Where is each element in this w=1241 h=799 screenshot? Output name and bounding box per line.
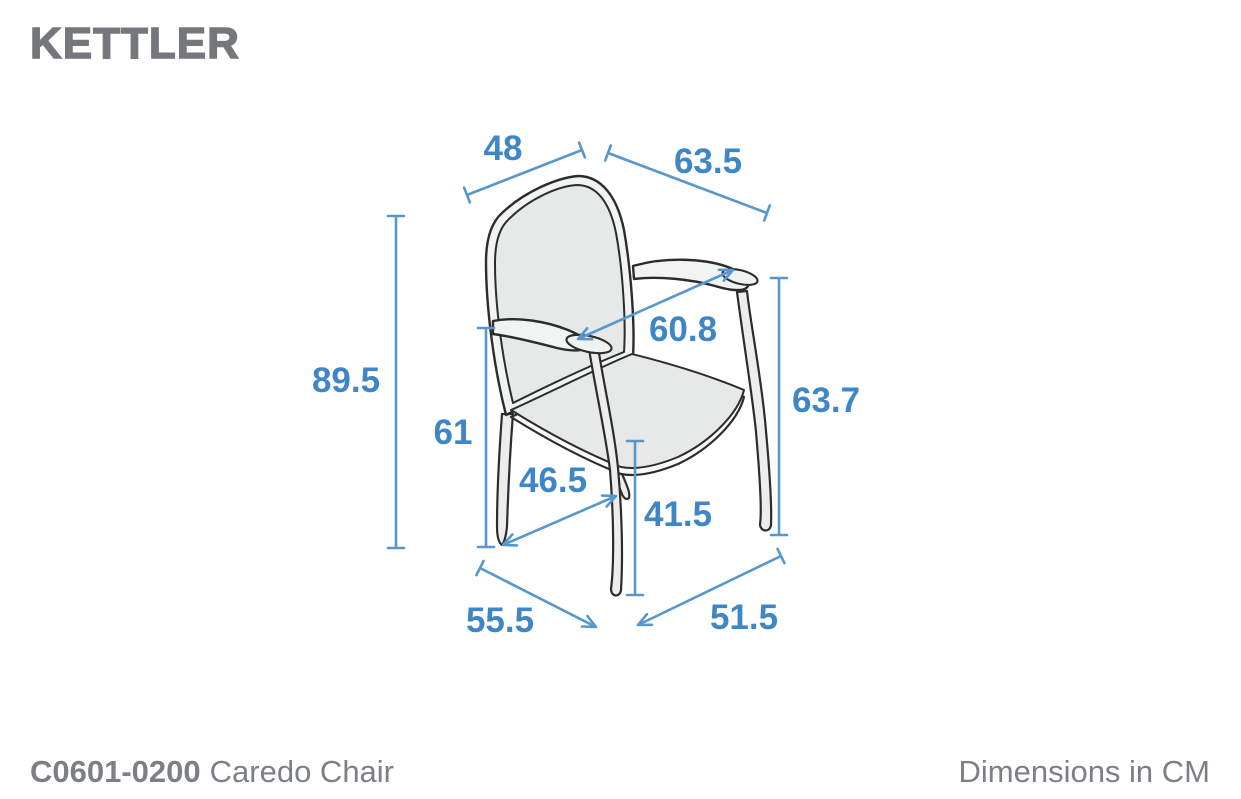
dimension-arrowhead [501,494,618,547]
dimension-line [607,151,768,215]
dimension-seat-depth: 46.5 [501,461,618,547]
dimension-armrest-height-right: 63.7 [769,276,860,537]
dimension-arrowhead [576,268,735,341]
dimension-value: 48 [484,129,523,168]
dimension-value: 63.5 [674,142,742,181]
dimension-value: 89.5 [312,361,380,400]
dimension-line [466,148,583,197]
dimension-arrowhead [580,614,598,629]
dimension-armrest-height-left: 61 [434,326,496,549]
dimension-end-tick [776,547,786,565]
product-name: Caredo Chair [209,754,395,789]
dimension-end-tick [476,326,496,549]
dimension-callouts: 48 63.5 89.5 61 [312,129,860,640]
dimension-end-tick [769,276,789,537]
dimension-arrowhead [636,612,654,627]
dimension-end-tick [603,144,772,222]
dimension-value: 55.5 [466,601,534,640]
dimension-base-width: 51.5 [636,547,786,637]
chair-front-right-leg [735,289,773,532]
dimension-end-tick [625,439,645,597]
dimension-overall-height: 89.5 [312,214,406,550]
dimension-back-width: 48 [462,129,587,204]
dimension-end-tick [475,559,485,577]
brand-logo: KETTLER [29,19,240,68]
dimension-value: 61 [434,413,473,452]
dimension-value: 60.8 [649,310,717,349]
dimension-line [637,554,782,627]
chair-front-left-leg [587,345,624,597]
chair-seat-panel [510,353,745,469]
dimension-value: 46.5 [519,461,587,500]
product-info: C0601-0200 Caredo Chair [30,753,394,790]
product-code: C0601-0200 [30,754,201,789]
units-note: Dimensions in CM [958,754,1210,789]
dimension-line [479,566,597,629]
dimension-overall-width: 63.5 [603,142,772,222]
dimension-base-depth: 55.5 [466,559,598,640]
dimension-line [502,494,617,547]
dimension-value: 51.5 [710,598,778,637]
dimension-line [577,268,734,341]
chair-right-armrest [631,258,750,292]
dimension-value: 41.5 [644,495,712,534]
dimension-end-tick [462,141,587,204]
dimension-armrest-span: 60.8 [576,268,735,349]
chair-drawing [484,174,773,597]
dimension-seat-height: 41.5 [625,439,712,597]
dimension-value: 63.7 [792,381,860,420]
dimension-end-tick [386,214,406,550]
chair-rear-left-leg [495,412,515,547]
